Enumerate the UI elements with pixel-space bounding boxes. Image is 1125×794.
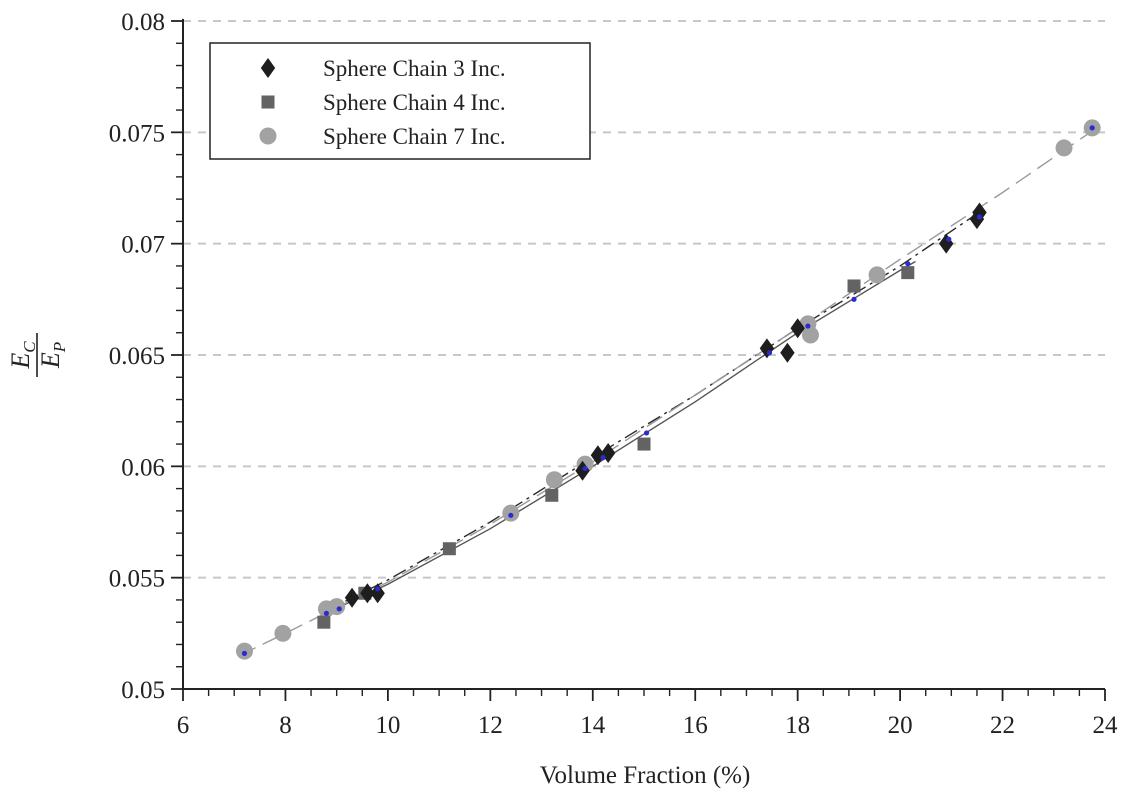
y-axis-numerator-sub: C — [20, 341, 39, 353]
x-tick-label: 6 — [177, 712, 190, 739]
fit-point — [375, 586, 381, 592]
legend: Sphere Chain 3 Inc. Sphere Chain 4 Inc. Sp… — [209, 42, 591, 160]
data-point-circle — [868, 266, 886, 284]
data-point-square — [545, 488, 559, 502]
legend-label: Sphere Chain 3 Inc. — [323, 56, 506, 81]
data-point-circle — [274, 624, 292, 642]
svg-text:EP: EP — [36, 342, 69, 369]
fit-point — [1089, 125, 1095, 131]
trend-line — [238, 125, 1101, 657]
x-tick-label: 24 — [1093, 712, 1119, 739]
x-tick-label: 12 — [478, 712, 503, 739]
data-points — [235, 119, 1101, 660]
data-point-diamond — [360, 583, 375, 604]
fit-point — [805, 323, 811, 329]
axis-ticks: 6 8 10 12 14 16 18 20 22 24 0.05 0.055 0.06 0.065 0.07… — [109, 9, 1118, 739]
y-axis-denominator: E — [36, 352, 65, 369]
fit-point — [508, 512, 514, 518]
fit-point — [976, 214, 983, 220]
y-tick-label: 0.055 — [109, 566, 165, 593]
y-tick-label: 0.065 — [109, 343, 165, 370]
data-point-square — [901, 266, 915, 280]
data-point-circle — [801, 326, 819, 344]
fit-point — [766, 350, 773, 356]
data-point-diamond — [590, 445, 606, 466]
y-axis-title: EC EP — [6, 333, 69, 377]
fit-point — [946, 236, 952, 242]
data-point-diamond — [344, 587, 360, 608]
x-tick-label: 16 — [683, 712, 708, 739]
x-tick-label: 8 — [279, 712, 292, 739]
data-point-square — [847, 279, 861, 293]
x-tick-label: 22 — [990, 712, 1015, 739]
data-point-circle — [545, 471, 563, 489]
data-point-diamond — [790, 318, 805, 339]
y-tick-label: 0.075 — [109, 120, 165, 147]
data-point-diamond — [600, 442, 616, 463]
data-point-diamond — [972, 202, 987, 223]
data-point-square — [442, 542, 456, 556]
y-tick-label: 0.07 — [121, 232, 165, 259]
x-tick-label: 14 — [580, 712, 606, 739]
y-axis-denominator-sub: P — [50, 342, 69, 353]
y-tick-label: 0.08 — [121, 9, 165, 36]
fit-point — [323, 610, 330, 616]
fit-markers — [241, 125, 1095, 656]
data-point-square — [637, 437, 651, 451]
fit-point — [241, 650, 248, 656]
legend-marker-circle — [259, 127, 277, 145]
legend-marker-diamond — [260, 58, 276, 78]
fit-point — [582, 465, 588, 472]
fit-point — [336, 606, 342, 612]
data-point-diamond — [575, 460, 590, 481]
fit-point — [643, 430, 650, 436]
legend-marker-square — [261, 95, 275, 109]
x-tick-label: 10 — [375, 712, 400, 739]
trend-lines — [238, 125, 1101, 657]
data-point-diamond — [939, 233, 954, 254]
svg-text:EC: EC — [6, 341, 39, 370]
y-tick-label: 0.05 — [121, 677, 165, 704]
y-axis-numerator: E — [6, 353, 35, 370]
legend-label: Sphere Chain 7 Inc. — [323, 124, 506, 149]
data-point-diamond — [780, 342, 795, 363]
fit-point — [851, 296, 857, 302]
x-tick-label: 20 — [888, 712, 913, 739]
fit-point — [600, 454, 606, 461]
data-point-diamond — [370, 583, 385, 604]
data-point-circle — [328, 598, 346, 616]
fit-point — [905, 261, 911, 267]
data-point-circle — [1055, 139, 1073, 157]
y-tick-label: 0.06 — [121, 454, 165, 481]
legend-label: Sphere Chain 4 Inc. — [323, 90, 506, 115]
data-point-square — [317, 615, 331, 629]
x-tick-label: 18 — [785, 712, 810, 739]
trend-line — [321, 260, 916, 617]
x-axis-title: Volume Fraction (%) — [540, 762, 751, 789]
